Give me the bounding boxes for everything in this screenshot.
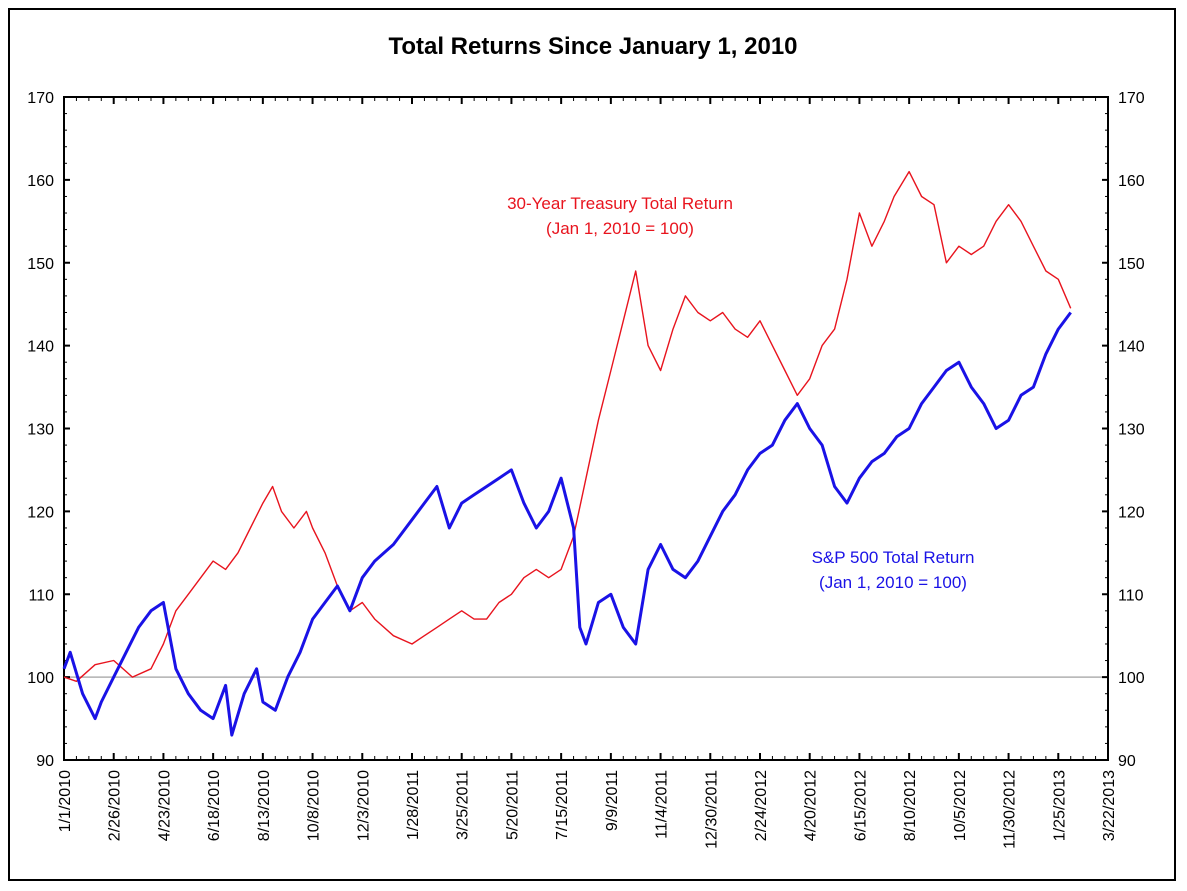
y-tick-label-right: 120 [1118,504,1145,521]
treasury-annotation-line1: 30-Year Treasury Total Return [507,194,733,213]
sp500-annotation-line2: (Jan 1, 2010 = 100) [819,573,967,592]
treasury-annotation-line2: (Jan 1, 2010 = 100) [546,219,694,238]
x-tick-label: 9/9/2011 [604,770,621,831]
y-tick-label-left: 130 [27,422,54,439]
y-tick-label-left: 170 [27,90,54,107]
tick-layer: 90 90 100 100 110 110 120 120 130 130 140 140 150 150… [27,90,1145,849]
y-tick-label-right: 170 [1118,90,1145,107]
x-tick-label: 1/28/2011 [405,770,422,840]
chart-title: Total Returns Since January 1, 2010 [388,33,797,60]
y-tick-label-right: 150 [1118,256,1145,273]
x-tick-label: 1/1/2010 [57,770,74,832]
x-tick-label: 10/8/2010 [306,770,323,841]
x-tick-label: 6/18/2010 [206,770,223,841]
y-tick-label-left: 90 [36,753,54,770]
sp500-annotation-line1: S&P 500 Total Return [812,548,975,567]
x-tick-label: 5/20/2011 [504,770,521,840]
treasury-series-line [63,170,1072,682]
y-tick-label-right: 130 [1118,422,1145,439]
x-tick-label: 2/26/2010 [107,770,124,841]
x-tick-label: 12/3/2010 [355,770,372,841]
x-tick-label: 3/25/2011 [455,770,472,840]
y-tick-label-left: 160 [27,173,54,190]
x-tick-label: 11/4/2011 [654,770,671,839]
x-tick-label: 10/5/2012 [952,770,969,841]
annotation-layer: 30-Year Treasury Total Return (Jan 1, 20… [507,194,974,592]
y-tick-label-right: 140 [1118,339,1145,356]
y-tick-label-left: 110 [28,587,54,604]
x-tick-label: 8/13/2010 [256,770,273,841]
x-tick-label: 6/15/2012 [852,770,869,841]
x-tick-label: 4/23/2010 [156,770,173,841]
x-tick-label: 12/30/2011 [703,770,720,849]
y-tick-label-left: 120 [27,504,54,521]
x-tick-label: 8/10/2012 [902,770,919,841]
y-tick-label-left: 100 [27,670,54,687]
sp500-series-line [62,311,1072,737]
y-tick-label-left: 140 [27,339,54,356]
x-tick-label: 1/25/2013 [1051,770,1068,841]
x-tick-label: 4/20/2012 [803,770,820,841]
plot-area: 90 90 100 100 110 110 120 120 130 130 140 140 150 150… [27,90,1145,849]
series-layer [62,170,1072,737]
y-tick-label-right: 160 [1118,173,1145,190]
y-tick-label-right: 90 [1118,753,1136,770]
y-tick-label-right: 100 [1118,670,1145,687]
x-tick-label: 3/22/2013 [1101,770,1118,841]
y-tick-label-right: 110 [1118,587,1144,604]
chart-frame [8,8,1176,881]
x-tick-label: 7/15/2011 [554,770,571,840]
x-tick-label: 2/24/2012 [753,770,770,841]
x-tick-label: 11/30/2012 [1002,770,1019,849]
y-tick-label-left: 150 [27,256,54,273]
